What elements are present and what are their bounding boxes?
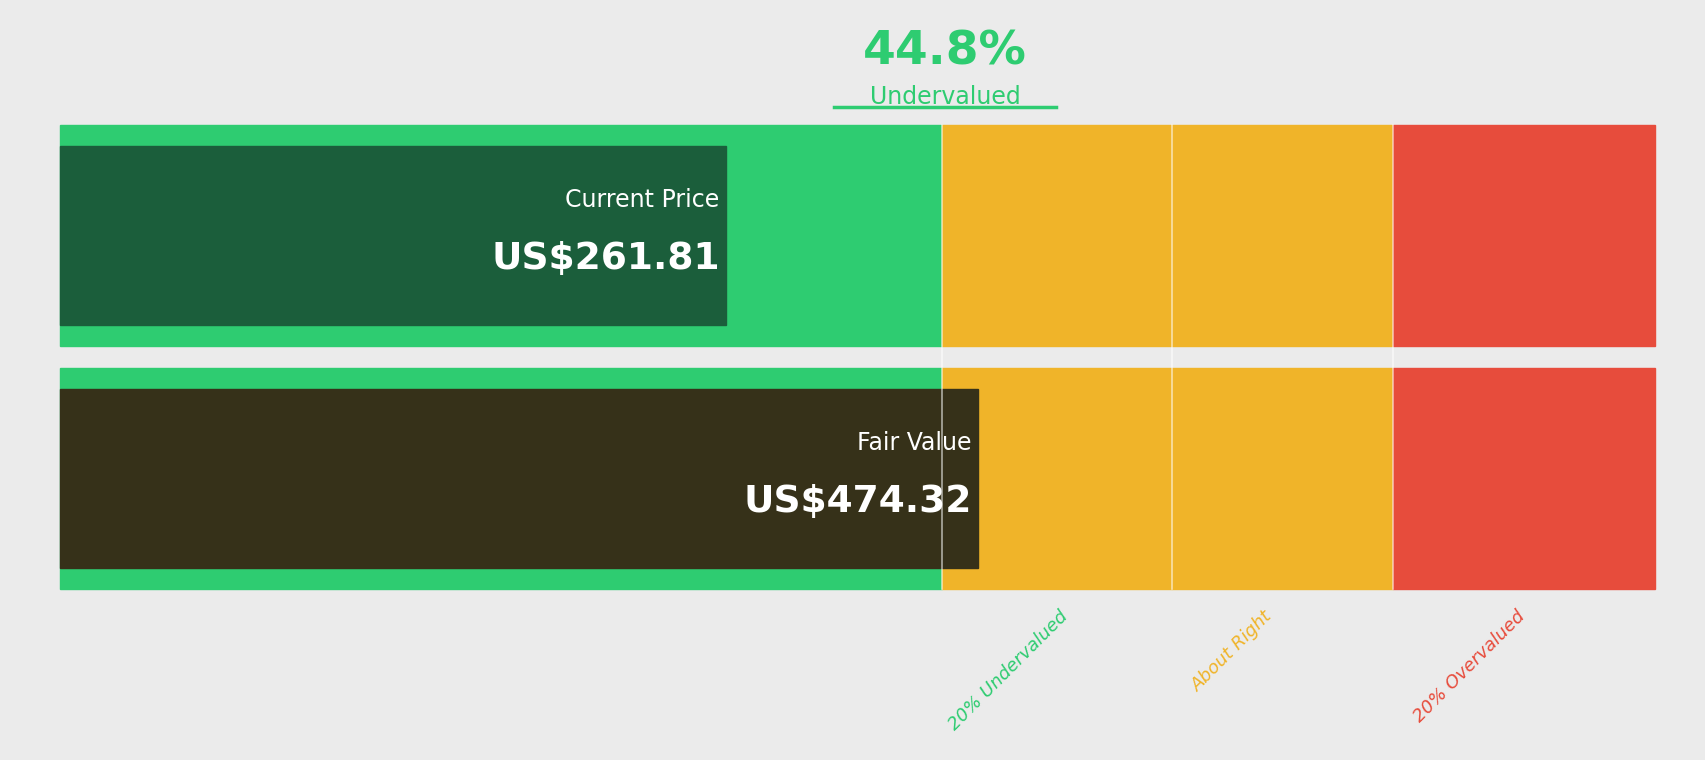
Bar	[60, 388, 979, 568]
Bar	[60, 368, 941, 589]
Text: US$474.32: US$474.32	[743, 484, 972, 520]
Text: 20% Undervalued: 20% Undervalued	[945, 607, 1071, 733]
Bar	[1171, 368, 1393, 589]
Bar	[60, 125, 941, 346]
Text: US$261.81: US$261.81	[491, 241, 720, 277]
Text: Fair Value: Fair Value	[856, 431, 972, 455]
Bar	[60, 146, 726, 325]
Text: 20% Overvalued: 20% Overvalued	[1410, 607, 1528, 726]
Bar	[1393, 368, 1654, 589]
Text: About Right: About Right	[1188, 607, 1275, 695]
Bar	[1393, 125, 1654, 346]
Text: Undervalued: Undervalued	[870, 84, 1020, 109]
Bar	[941, 125, 1171, 346]
Text: 44.8%: 44.8%	[863, 30, 1026, 74]
Bar	[941, 368, 1171, 589]
Bar	[1171, 125, 1393, 346]
Text: Current Price: Current Price	[564, 188, 720, 212]
